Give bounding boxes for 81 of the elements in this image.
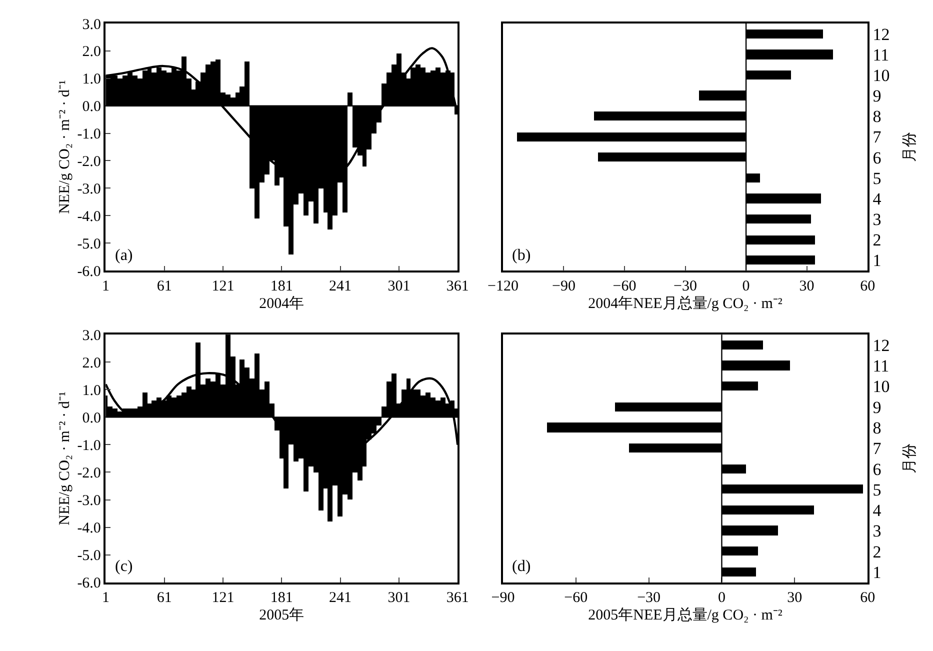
x-tick-label: 301 [388,590,410,606]
annotation: (a) [115,247,133,264]
x-tick-label: 60 [860,278,876,294]
y-axis-title: 月份 [902,132,918,162]
y-tick-label: -4.0 [77,208,101,225]
y-tick-label: 2 [872,542,882,562]
y-tick-label: 4 [872,501,882,520]
y-tick-label: 7 [872,128,882,147]
x-axis-title: 2005年NEE月总量/g CO₂ · m⁻² [588,606,783,624]
x-tick-label: 61 [156,590,172,606]
y-tick-label: 3 [872,210,882,230]
y-tick-label: 9 [872,398,882,417]
y-tick-label: -2.0 [77,154,101,170]
x-tick-label: −30 [637,590,661,606]
x-tick-label: 241 [329,590,352,606]
x-tick-label: 0 [742,278,750,294]
y-tick-label: -6.0 [77,264,101,280]
x-tick-label: 30 [787,590,802,606]
x-tick-label: 30 [799,278,814,294]
y-tick-label: 7 [872,439,882,458]
y-axis-title: 月份 [902,443,918,474]
y-tick-label: 3.0 [82,328,101,344]
x-tick-label: −90 [552,278,576,294]
x-tick-label: 301 [388,278,410,294]
y-tick-label: 5 [872,168,882,188]
x-tick-label: 121 [212,278,234,294]
y-tick-label: 0.0 [82,410,101,426]
y-tick-label: 3 [872,522,882,541]
x-tick-label: −90 [491,590,515,606]
x-tick-label: 181 [270,278,293,294]
x-tick-label: −120 [487,278,518,294]
y-tick-label: -1.0 [77,126,101,143]
y-tick-label: -2.0 [77,465,101,482]
y-tick-label: 8 [872,418,882,438]
y-tick-label: 12 [872,24,890,44]
x-tick-label: 61 [156,278,172,294]
y-tick-label: -6.0 [77,576,101,592]
y-tick-label: -3.0 [77,493,101,510]
y-tick-label: 2.0 [82,44,101,60]
x-tick-label: 241 [329,278,352,294]
y-tick-label: -1.0 [77,438,101,454]
y-tick-label: 11 [872,356,890,376]
x-tick-label: 121 [212,590,234,606]
y-tick-label: 1.0 [82,72,101,88]
y-tick-label: 6 [872,460,882,479]
y-tick-label: 1 [872,562,882,582]
x-axis-title: 2004年NEE月总量/g CO₂ · m⁻² [588,294,783,312]
y-tick-label: -5.0 [77,548,101,564]
x-tick-label: −60 [612,278,636,294]
y-tick-label: 6 [872,148,882,168]
y-tick-label: 9 [872,86,882,106]
x-tick-label: −60 [564,590,588,606]
annotation: (b) [512,247,531,264]
y-tick-label: 12 [872,336,890,355]
x-tick-label: 0 [718,590,726,606]
y-axis-title: NEE/g CO₂ · m⁻² · d⁻¹ [56,80,73,214]
x-tick-label: 361 [446,278,469,294]
x-tick-label: 361 [446,590,469,606]
x-tick-label: 181 [270,590,293,606]
x-tick-label: 60 [860,590,876,606]
y-tick-label: -3.0 [77,181,101,198]
y-tick-label: 8 [872,107,882,126]
annotation: (c) [115,558,133,575]
y-tick-label: 10 [872,66,890,85]
y-tick-label: 2 [872,230,882,250]
y-tick-label: 10 [872,377,890,396]
x-axis-title: 2004年 [259,294,304,312]
x-axis-title: 2005年 [259,606,304,624]
y-tick-label: 11 [872,45,890,64]
y-tick-label: 1 [872,251,882,270]
y-tick-label: 1.0 [82,382,101,399]
y-tick-label: 3.0 [82,16,101,33]
annotation: (d) [512,558,531,575]
y-tick-label: 5 [872,480,882,500]
x-tick-label: −30 [674,278,698,294]
y-axis-title: NEE/g CO₂ · m⁻² · d⁻¹ [56,392,73,526]
y-tick-label: 4 [872,189,882,208]
y-tick-label: -4.0 [77,520,101,537]
y-tick-label: -5.0 [77,236,101,252]
y-tick-label: 2.0 [82,355,101,372]
y-tick-label: 0.0 [82,99,101,116]
